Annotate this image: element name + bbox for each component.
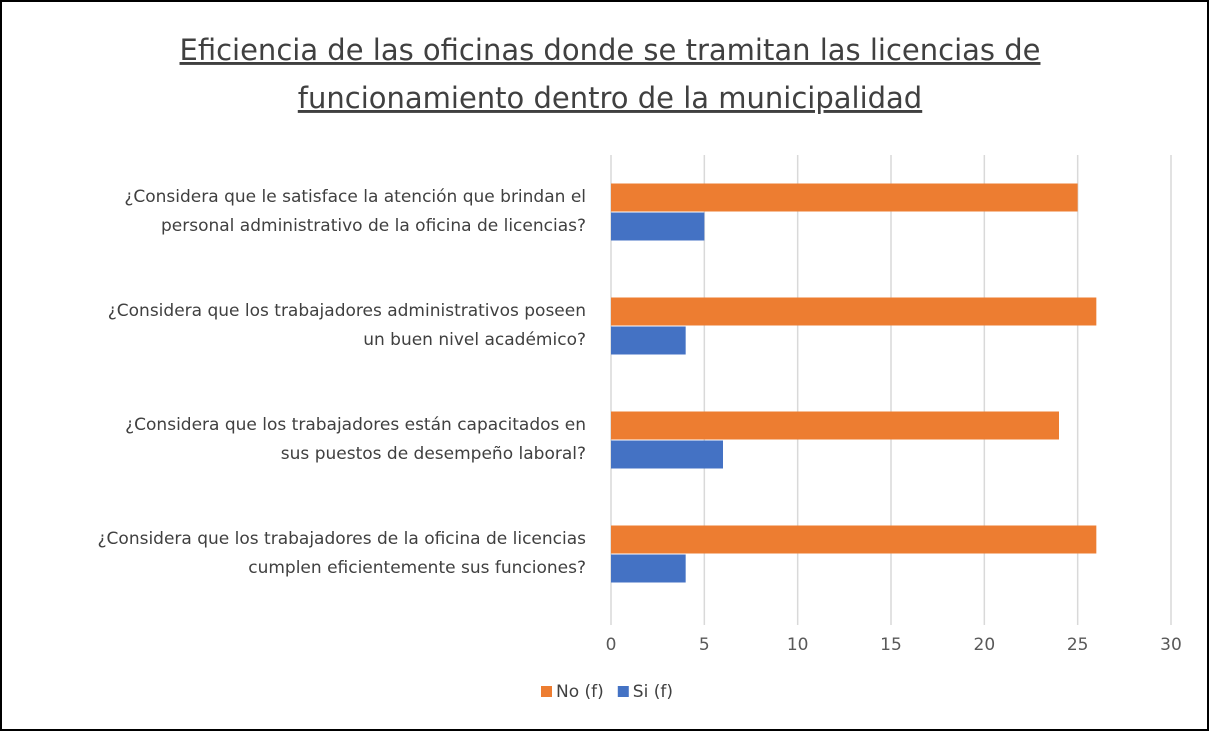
bar [611, 411, 1059, 440]
bar [611, 183, 1078, 212]
legend-swatch [617, 686, 629, 697]
legend-label: No (f) [556, 682, 604, 702]
x-tick-label: 15 [880, 635, 902, 655]
x-tick-label: 5 [699, 635, 710, 655]
x-tick-label: 30 [1160, 635, 1182, 655]
bar [611, 440, 723, 469]
x-tick-label: 20 [974, 635, 996, 655]
bar [611, 554, 686, 583]
legend-label: Si (f) [633, 682, 673, 702]
y-tick-label: sus puestos de desempeño laboral? [281, 444, 586, 464]
bar [611, 212, 705, 241]
y-tick-label: ¿Considera que los trabajadores administ… [108, 301, 586, 321]
y-tick-label: ¿Considera que los trabajadores de la of… [98, 529, 587, 549]
x-tick-label: 25 [1067, 635, 1089, 655]
bar [611, 326, 686, 355]
y-tick-label: un buen nivel académico? [363, 330, 586, 350]
x-tick-label: 0 [606, 635, 617, 655]
bar [611, 297, 1097, 326]
y-tick-label: cumplen eficientemente sus funciones? [248, 558, 586, 578]
legend-swatch [541, 686, 552, 697]
y-tick-label: ¿Considera que los trabajadores están ca… [125, 415, 586, 435]
y-tick-label: personal administrativo de la oficina de… [161, 216, 586, 236]
bar [611, 525, 1097, 554]
y-tick-label: ¿Considera que le satisface la atención … [124, 187, 586, 207]
x-tick-label: 10 [787, 635, 809, 655]
chart-title: funcionamiento dentro de la municipalida… [298, 81, 922, 115]
chart-title: Eficiencia de las oficinas donde se tram… [180, 33, 1041, 67]
